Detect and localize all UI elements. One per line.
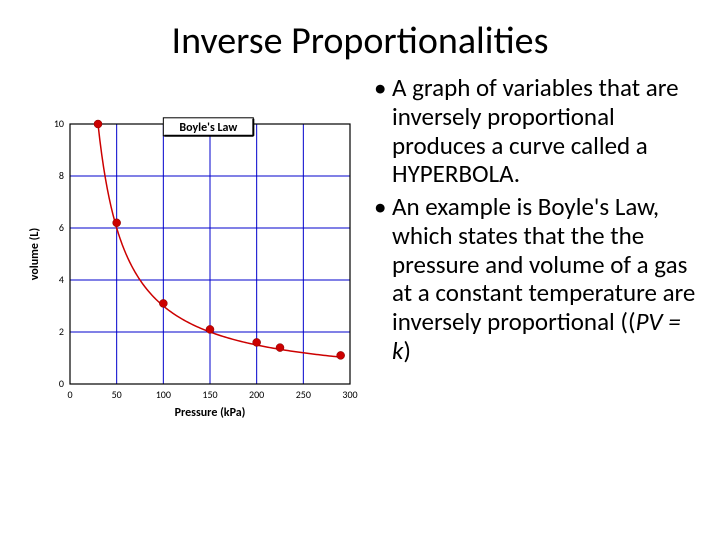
svg-text:100: 100 [156,388,171,401]
svg-text:200: 200 [249,388,264,401]
svg-text:Boyle's Law: Boyle's Law [179,121,237,135]
svg-text:150: 150 [202,388,217,401]
svg-text:0: 0 [59,377,64,390]
bullet-item: A graph of variables that are inversely … [370,74,700,189]
svg-text:6: 6 [59,221,64,234]
content-row: 0 50 100 150 200 250 300 0 2 4 6 8 10 Pressure (kPa) v… [0,74,720,434]
svg-text:volume (L): volume (L) [28,228,42,280]
svg-text:50: 50 [112,388,122,401]
svg-text:2: 2 [59,325,64,338]
svg-text:8: 8 [59,169,64,182]
svg-text:Pressure (kPa): Pressure (kPa) [175,406,246,420]
bullet-list: A graph of variables that are inversely … [360,74,700,434]
svg-text:0: 0 [67,388,72,401]
svg-text:300: 300 [342,388,357,401]
svg-text:10: 10 [54,117,64,130]
chart-container: 0 50 100 150 200 250 300 0 2 4 6 8 10 Pressure (kPa) v… [20,74,360,434]
svg-text:250: 250 [296,388,311,401]
boyle-law-chart: 0 50 100 150 200 250 300 0 2 4 6 8 10 Pressure (kPa) v… [20,114,360,434]
bullet-item: An example is Boyle's Law, which states … [370,193,700,366]
formula: PV = k [392,306,681,366]
svg-text:4: 4 [59,273,64,286]
page-title: Inverse Proportionalities [0,0,720,74]
